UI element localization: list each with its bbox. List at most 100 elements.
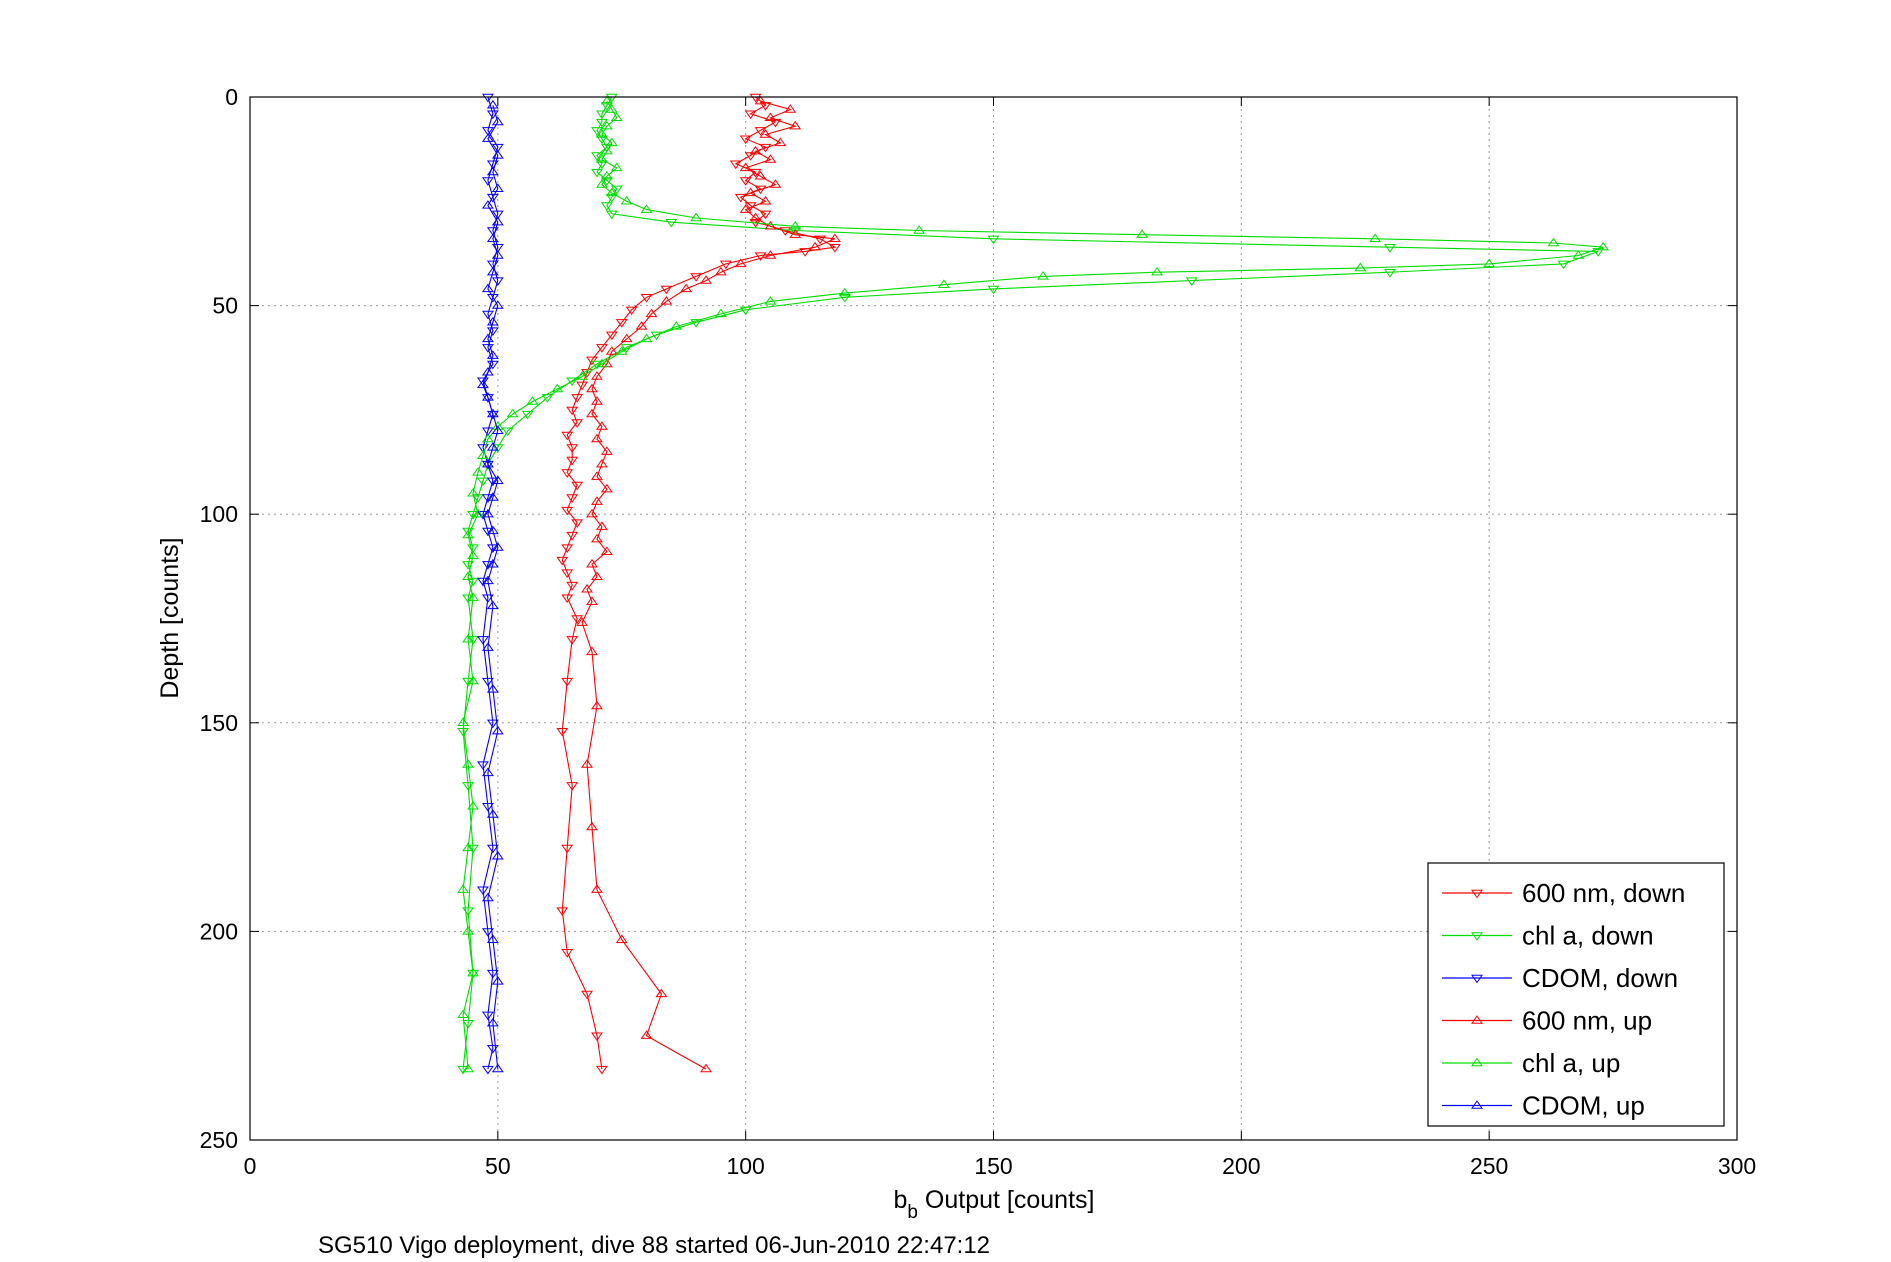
- data-point-marker: [467, 636, 480, 645]
- data-point-marker: [913, 225, 926, 234]
- data-point-marker: [744, 110, 757, 120]
- data-point-marker: [481, 527, 494, 537]
- data-point-marker: [481, 928, 494, 937]
- data-point-marker: [506, 408, 519, 418]
- axes-ticks: 0 50 100 150 200 250 300 0 50 100 150 200 250: [200, 84, 1757, 1179]
- data-point-marker: [467, 511, 480, 520]
- data-point-marker: [486, 233, 499, 243]
- data-point-marker: [526, 396, 539, 405]
- data-point-marker: [591, 433, 603, 443]
- data-point-marker: [610, 112, 623, 122]
- legend-entry: CDOM, up: [1442, 1091, 1645, 1121]
- data-point-marker: [1037, 271, 1050, 280]
- data-point-marker: [467, 844, 480, 854]
- data-point-marker: [586, 383, 598, 393]
- data-point-marker: [749, 168, 762, 178]
- data-point-marker: [561, 569, 574, 578]
- data-point-marker: [477, 886, 489, 896]
- data-point-marker: [491, 725, 504, 735]
- data-point-marker: [491, 475, 504, 485]
- data-point-marker: [457, 717, 470, 726]
- data-point-marker: [491, 850, 504, 860]
- data-point-marker: [586, 558, 598, 568]
- data-point-marker: [1151, 266, 1164, 276]
- data-point-marker: [481, 133, 494, 142]
- data-point-marker: [486, 719, 499, 729]
- data-point-marker: [486, 492, 499, 501]
- data-point-marker: [1185, 277, 1198, 286]
- data-point-marker: [645, 308, 658, 318]
- data-point-marker: [605, 137, 618, 147]
- data-point-marker: [838, 294, 851, 303]
- data-point-marker: [1369, 233, 1382, 243]
- data-point-marker: [615, 934, 628, 943]
- data-point-marker: [481, 394, 494, 403]
- data-point-marker: [481, 458, 494, 468]
- data-point-marker: [714, 308, 727, 318]
- data-point-marker: [477, 377, 489, 387]
- data-point-marker: [491, 116, 504, 126]
- data-point-marker: [605, 210, 618, 220]
- data-point-marker: [581, 369, 594, 378]
- legend-label: CDOM, down: [1522, 963, 1678, 993]
- data-point-marker: [595, 110, 608, 120]
- data-point-marker: [571, 615, 584, 624]
- data-point-marker: [605, 331, 618, 341]
- series-line: [482, 96, 499, 1070]
- data-point-marker: [591, 533, 603, 543]
- data-point-marker: [481, 366, 494, 376]
- y-tick-label: 250: [200, 1127, 238, 1153]
- data-point-marker: [1384, 243, 1396, 253]
- data-point-marker: [600, 120, 613, 130]
- data-point-marker: [467, 967, 480, 977]
- data-point-marker: [566, 456, 579, 466]
- data-point-marker: [486, 350, 499, 359]
- data-point-marker: [481, 561, 494, 570]
- data-point-marker: [571, 394, 584, 403]
- data-point-marker: [595, 118, 608, 128]
- data-point-marker: [660, 296, 673, 305]
- data-point-marker: [690, 273, 703, 282]
- data-point-marker: [556, 907, 569, 916]
- data-point-marker: [486, 294, 499, 303]
- data-point-marker: [595, 344, 608, 353]
- data-point-marker: [660, 285, 673, 295]
- x-tick-label: 0: [244, 1153, 257, 1179]
- data-point-marker: [486, 316, 499, 326]
- data-point-marker: [576, 617, 589, 626]
- data-point-marker: [467, 675, 480, 685]
- data-point-marker: [457, 1065, 470, 1075]
- data-point-marker: [491, 216, 504, 226]
- data-point-marker: [472, 494, 484, 503]
- data-point-marker: [749, 212, 762, 222]
- data-point-marker: [467, 800, 480, 810]
- legend-box: [1427, 862, 1725, 1127]
- data-point-marker: [987, 235, 1000, 245]
- data-point-marker: [690, 212, 703, 222]
- data-point-marker: [486, 544, 499, 553]
- data-point-marker: [591, 127, 603, 136]
- data-point-marker: [481, 575, 494, 585]
- data-point-marker: [486, 410, 499, 420]
- data-point-marker: [462, 594, 475, 604]
- data-point-marker: [477, 511, 489, 520]
- data-point-marker: [561, 506, 574, 516]
- data-point-marker: [789, 120, 802, 130]
- data-point-marker: [784, 104, 797, 113]
- data-point-marker: [566, 494, 579, 503]
- data-point-marker: [491, 183, 504, 192]
- data-point-marker: [486, 844, 499, 854]
- x-axis-label-subscript: b: [907, 1202, 918, 1223]
- data-point-marker: [566, 636, 579, 645]
- data-point-marker: [754, 95, 767, 105]
- data-point-marker: [779, 227, 792, 236]
- data-point-marker: [491, 250, 504, 259]
- data-point-marker: [566, 444, 579, 453]
- data-point-marker: [1483, 258, 1496, 268]
- data-point-marker: [789, 220, 802, 230]
- data-point-marker: [486, 166, 499, 176]
- y-tick-label: 50: [212, 293, 238, 319]
- data-point-marker: [481, 594, 494, 604]
- data-point-marker: [556, 727, 569, 737]
- data-point-marker: [462, 1063, 475, 1073]
